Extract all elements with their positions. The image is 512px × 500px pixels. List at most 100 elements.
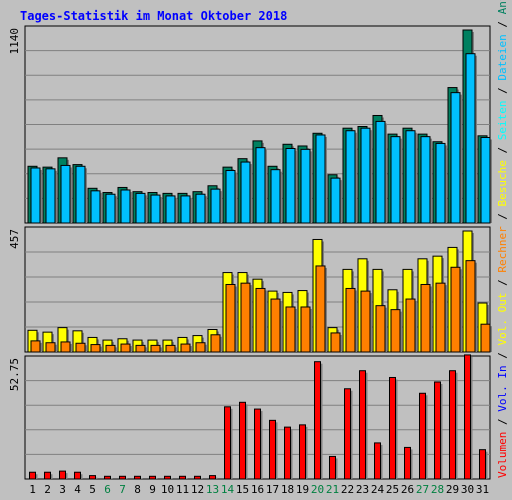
bar-rechner-day-28 <box>435 282 446 353</box>
bar-rechner-day-14 <box>225 283 236 353</box>
x-tick-day: 25 <box>386 483 399 496</box>
bar-volumen-day-18 <box>284 426 291 480</box>
bar-rechner-day-4 <box>75 342 86 353</box>
x-tick-day: 19 <box>296 483 309 496</box>
bar-rechner-day-21 <box>330 332 341 353</box>
x-tick-day: 14 <box>221 483 235 496</box>
x-tick-day: 7 <box>119 483 126 496</box>
x-tick-day: 23 <box>356 483 369 496</box>
bar-dateien-day-1 <box>30 167 41 224</box>
bar-volumen-day-2 <box>44 471 51 480</box>
bar-rechner-day-17 <box>270 298 281 353</box>
bar-dateien-day-7 <box>120 189 131 224</box>
bar-rechner-day-24 <box>375 305 386 353</box>
bar-volumen-day-5 <box>89 475 96 480</box>
x-tick-day: 16 <box>251 483 264 496</box>
chart-panels: 1140 457 52.75 <box>8 25 492 480</box>
legend-entry-rechner: Rechner <box>496 226 509 273</box>
bar-dateien-day-30 <box>465 53 476 224</box>
bar-dateien-day-23 <box>360 127 371 224</box>
bar-dateien-day-17 <box>270 169 281 224</box>
legend-separator: / <box>496 273 509 293</box>
legend-separator: / <box>496 412 509 432</box>
bar-dateien-day-5 <box>90 190 101 224</box>
bar-rechner-day-8 <box>135 344 146 353</box>
bar-volumen-day-11 <box>179 475 186 480</box>
bar-volumen-day-3 <box>59 470 66 480</box>
bar-rechner-day-23 <box>360 290 371 353</box>
bar-dateien-day-21 <box>330 177 341 224</box>
bar-rechner-day-15 <box>240 282 251 353</box>
x-tick-day: 10 <box>161 483 174 496</box>
legend-separator: / <box>496 14 509 34</box>
bar-volumen-day-7 <box>119 475 126 480</box>
bar-rechner-day-16 <box>255 287 266 353</box>
panel-1: 1140 <box>8 25 492 224</box>
bar-volumen-day-25 <box>389 376 396 480</box>
y-max-label: 1140 <box>8 28 21 55</box>
legend-entry-volumen: Volumen <box>496 432 509 478</box>
bar-rechner-day-20 <box>315 265 326 353</box>
bar-dateien-day-2 <box>45 168 56 224</box>
bar-dateien-day-10 <box>165 195 176 224</box>
panel-3: 52.75 <box>8 354 491 480</box>
bar-dateien-day-22 <box>345 130 356 224</box>
x-tick-day: 11 <box>176 483 189 496</box>
legend-entry-besuche: Besuche <box>496 160 509 206</box>
bar-volumen-day-13 <box>209 475 216 480</box>
legend-entry-dateien: Dateien <box>496 34 509 80</box>
bar-rechner-day-25 <box>390 309 401 353</box>
bar-rechner-day-7 <box>120 343 131 353</box>
y-max-label: 457 <box>8 229 21 249</box>
bar-dateien-day-25 <box>390 136 401 224</box>
bar-dateien-day-16 <box>255 147 266 224</box>
x-tick-day: 15 <box>236 483 249 496</box>
bar-dateien-day-18 <box>285 148 296 224</box>
bar-dateien-day-14 <box>225 170 236 224</box>
bar-dateien-day-20 <box>315 134 326 224</box>
bar-volumen-day-8 <box>134 475 141 480</box>
legend-text: Volumen / Vol. In / Vol. Out / Rechner /… <box>496 0 509 478</box>
x-tick-day: 22 <box>341 483 354 496</box>
x-tick-day: 20 <box>311 483 324 496</box>
bar-volumen-day-27 <box>419 392 426 480</box>
bar-dateien-day-24 <box>375 120 386 224</box>
bar-dateien-day-31 <box>480 137 491 224</box>
bar-volumen-day-1 <box>29 471 36 480</box>
legend-entry-vol-out: Vol. Out <box>496 293 509 346</box>
bar-volumen-day-26 <box>404 446 411 480</box>
bar-volumen-day-30 <box>464 354 471 480</box>
bar-volumen-day-29 <box>449 370 456 480</box>
bar-volumen-day-15 <box>239 401 246 480</box>
bar-rechner-day-27 <box>420 283 431 353</box>
legend-entry-anfragen: Anfragen <box>496 0 509 14</box>
legend-separator: / <box>496 140 509 160</box>
bar-volumen-day-17 <box>269 419 276 480</box>
x-tick-day: 12 <box>191 483 204 496</box>
bar-rechner-day-1 <box>30 340 41 353</box>
bar-rechner-day-31 <box>480 323 491 353</box>
bar-dateien-day-11 <box>180 195 191 224</box>
bar-rechner-day-22 <box>345 287 356 353</box>
bar-dateien-day-6 <box>105 193 116 224</box>
bar-volumen-day-12 <box>194 475 201 480</box>
bar-dateien-day-12 <box>195 193 206 224</box>
bar-volumen-day-28 <box>434 381 441 480</box>
x-tick-day: 28 <box>431 483 444 496</box>
vertical-legend: Volumen / Vol. In / Vol. Out / Rechner /… <box>496 0 509 478</box>
bar-rechner-day-11 <box>180 343 191 353</box>
bar-dateien-day-15 <box>240 161 251 224</box>
x-tick-day: 24 <box>371 483 385 496</box>
bar-dateien-day-28 <box>435 142 446 224</box>
bar-volumen-day-21 <box>329 455 336 480</box>
x-axis-day-labels: 1 2 3 4 5 6 7 8 9 10 11 12 13 14 15 16 17 18 19 20 21 22 23 24 2… <box>29 483 489 496</box>
bar-rechner-day-19 <box>300 306 311 353</box>
bar-rechner-day-30 <box>465 260 476 353</box>
bar-rechner-day-10 <box>165 344 176 353</box>
legend-separator: / <box>496 81 509 101</box>
legend-separator: / <box>496 346 509 366</box>
bar-rechner-day-26 <box>405 298 416 353</box>
legend-entry-seiten: Seiten <box>496 100 509 140</box>
bar-volumen-day-20 <box>314 361 321 480</box>
